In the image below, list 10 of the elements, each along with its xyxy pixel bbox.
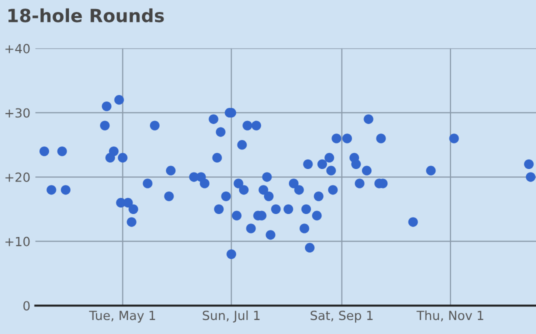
x-tick-label: Tue, May 1 bbox=[89, 310, 156, 323]
y-tick-label: 0 bbox=[23, 301, 30, 311]
chart-title: 18-hole Rounds bbox=[8, 8, 164, 22]
y-tick-label: +40 bbox=[5, 44, 30, 54]
x-tick-label: Thu, Nov 1 bbox=[416, 310, 484, 322]
y-tick-label: +20 bbox=[5, 172, 30, 182]
x-tick-label: Sat, Sep 1 bbox=[310, 310, 373, 323]
y-tick-label: +10 bbox=[5, 236, 30, 246]
x-tick-label: Sun, Jul 1 bbox=[202, 310, 260, 322]
y-tick-label: +30 bbox=[5, 108, 30, 118]
